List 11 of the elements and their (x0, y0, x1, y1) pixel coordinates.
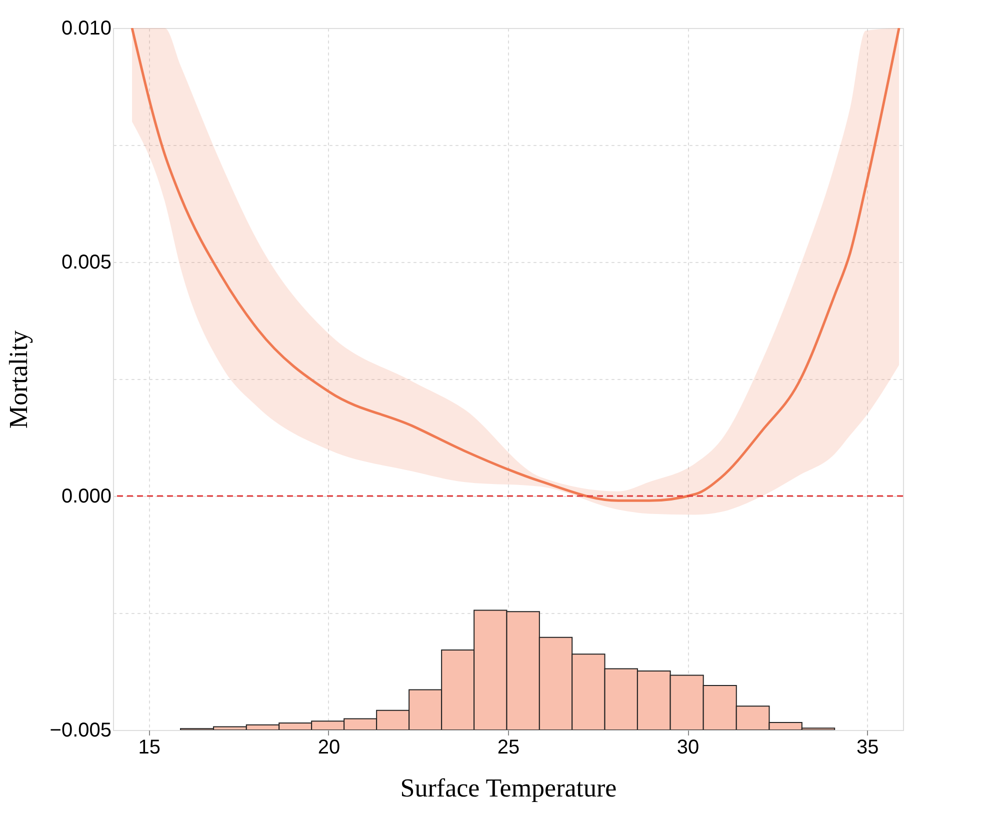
y-axis-title: Mortality (4, 330, 33, 429)
y-tick-label: 0.000 (61, 486, 112, 508)
y-tick-label: 0.010 (61, 18, 112, 40)
x-tick-label: 35 (856, 736, 879, 758)
x-tick-label: 25 (497, 736, 520, 758)
x-tick-label: 30 (676, 736, 700, 758)
x-axis-title: Surface Temperature (400, 774, 617, 802)
x-tick-label: 20 (318, 736, 340, 758)
x-tick-label: 15 (138, 736, 161, 758)
y-tick-label: 0.005 (61, 252, 112, 274)
y-tick-label: −0.005 (50, 720, 112, 742)
